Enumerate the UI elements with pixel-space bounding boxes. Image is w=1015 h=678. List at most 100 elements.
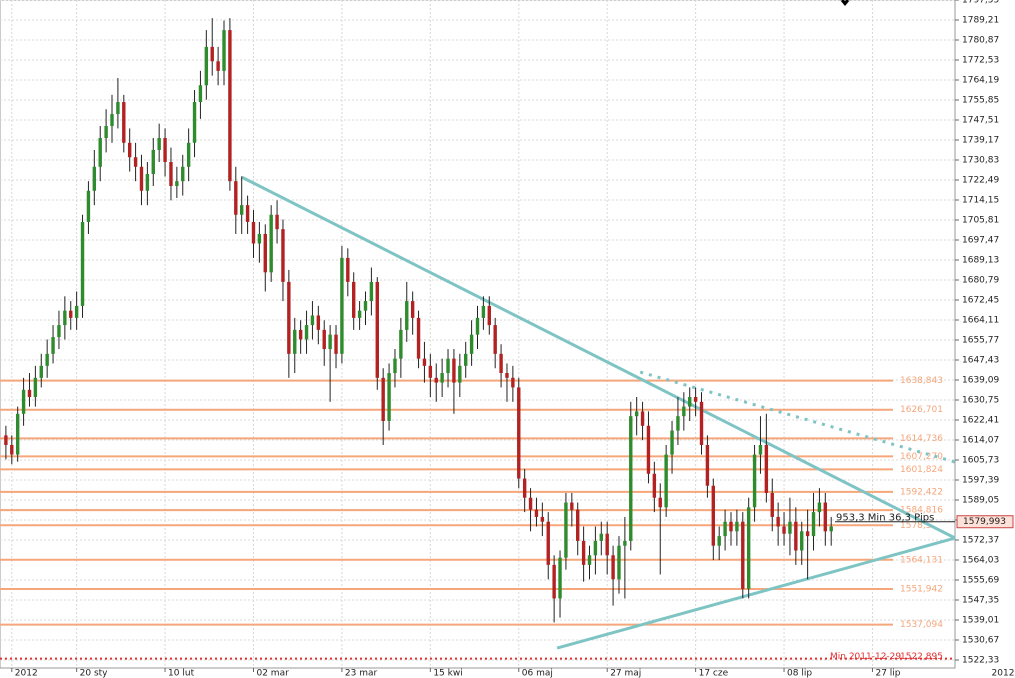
candle-body (764, 444, 769, 493)
candle-body (711, 485, 716, 546)
x-tick-label: 27 lip (875, 669, 900, 678)
candle-body (428, 365, 433, 378)
candle-body (369, 281, 374, 302)
candle-body (33, 377, 38, 398)
y-tick-label: 1689,13 (962, 256, 999, 266)
candle-body (69, 310, 73, 318)
candle-body (363, 301, 368, 311)
y-tick-label: 1647,43 (962, 356, 999, 366)
candle-body (664, 454, 668, 508)
candle-body (735, 521, 739, 532)
level-label: 1578,5 (900, 521, 932, 531)
y-tick-label: 1739,17 (962, 136, 999, 146)
candle-body (346, 257, 350, 282)
candle-body (287, 281, 291, 354)
candle-body (175, 181, 179, 186)
candle-body (27, 389, 32, 398)
candle-body (434, 377, 438, 383)
y-tick-label: 1655,77 (962, 336, 999, 346)
candle-body (682, 406, 686, 417)
candle-body (57, 325, 61, 338)
y-tick-label: 1555,69 (962, 576, 999, 586)
y-tick-label: 1697,47 (962, 236, 999, 246)
candle-body (511, 377, 515, 388)
candle-body (228, 30, 232, 182)
y-tick-label: 1789,21 (962, 16, 999, 26)
candle-body (310, 315, 315, 326)
candle-body (475, 317, 480, 335)
candle-body (811, 512, 816, 537)
level-label: 1601,824 (900, 465, 943, 475)
level-label: 1592,422 (900, 487, 943, 497)
trendline (241, 175, 956, 540)
candle-body (222, 30, 226, 71)
candle-body (381, 377, 385, 421)
x-tick-label: 17 cze (699, 669, 729, 678)
x-tick-label: 2012 (15, 669, 38, 678)
candle-body (387, 373, 391, 421)
candle-body (481, 305, 486, 318)
candle-body (410, 301, 415, 318)
y-tick-label: 1680,79 (962, 276, 999, 286)
candle-body (805, 531, 810, 537)
y-tick-label: 1605,73 (962, 456, 999, 466)
candle-body (493, 325, 497, 354)
candle-body (169, 161, 173, 186)
candle-body (440, 373, 444, 383)
candle-body (605, 533, 609, 556)
candle-body (723, 521, 727, 537)
x-tick-label: 06 maj (522, 669, 553, 678)
candle-body (699, 401, 704, 445)
candle-body (458, 365, 462, 383)
y-tick-label: 1705,81 (962, 216, 999, 226)
candle-body (587, 555, 592, 565)
marker (840, 0, 850, 6)
candle-body (51, 337, 55, 354)
candle-body (800, 531, 804, 551)
candle-body (251, 221, 256, 244)
candle-body (21, 389, 26, 414)
candle-body (670, 430, 674, 455)
y-tick-label: 1772,53 (962, 56, 999, 66)
trendline (556, 536, 956, 650)
y-tick-label: 1572,37 (962, 536, 999, 546)
candle-body (186, 142, 191, 167)
y-tick-label: 1547,35 (962, 596, 999, 606)
level-label: 1537,094 (900, 620, 943, 630)
candle-body (629, 416, 633, 541)
candle-body (729, 521, 733, 532)
candle-body (564, 502, 568, 558)
y-tick-label: 1622,41 (962, 416, 999, 426)
candle-body (581, 540, 586, 565)
y-tick-label: 1672,45 (962, 296, 999, 306)
candle-body (269, 214, 273, 273)
candle-body (487, 305, 491, 326)
candle-body (741, 521, 745, 589)
x-tick-label: 08 lip (787, 669, 812, 678)
candle-body (39, 365, 43, 378)
candle-body (422, 358, 427, 366)
candle-body (552, 564, 556, 599)
candle-body (304, 325, 309, 340)
candle-body (139, 166, 144, 191)
candle-body (98, 138, 102, 167)
min-label: 1522,895 (900, 652, 943, 662)
candle-body (652, 473, 657, 498)
candle-body (375, 281, 379, 378)
candle-body (646, 425, 651, 474)
candle-body (405, 301, 409, 330)
candle-body (10, 444, 14, 455)
candle-body (63, 310, 67, 326)
x-tick-label: 27 maj (610, 669, 641, 678)
x-tick-label: 20 sty (80, 669, 109, 678)
candle-body (210, 46, 214, 62)
candle-body (658, 497, 662, 508)
candle-body (593, 540, 598, 556)
candle-body (576, 509, 580, 541)
candle-body (446, 358, 450, 374)
candle-body (122, 102, 126, 143)
y-tick-label: 1714,15 (962, 196, 999, 206)
candle-body (275, 214, 279, 230)
candle-body (528, 497, 533, 510)
